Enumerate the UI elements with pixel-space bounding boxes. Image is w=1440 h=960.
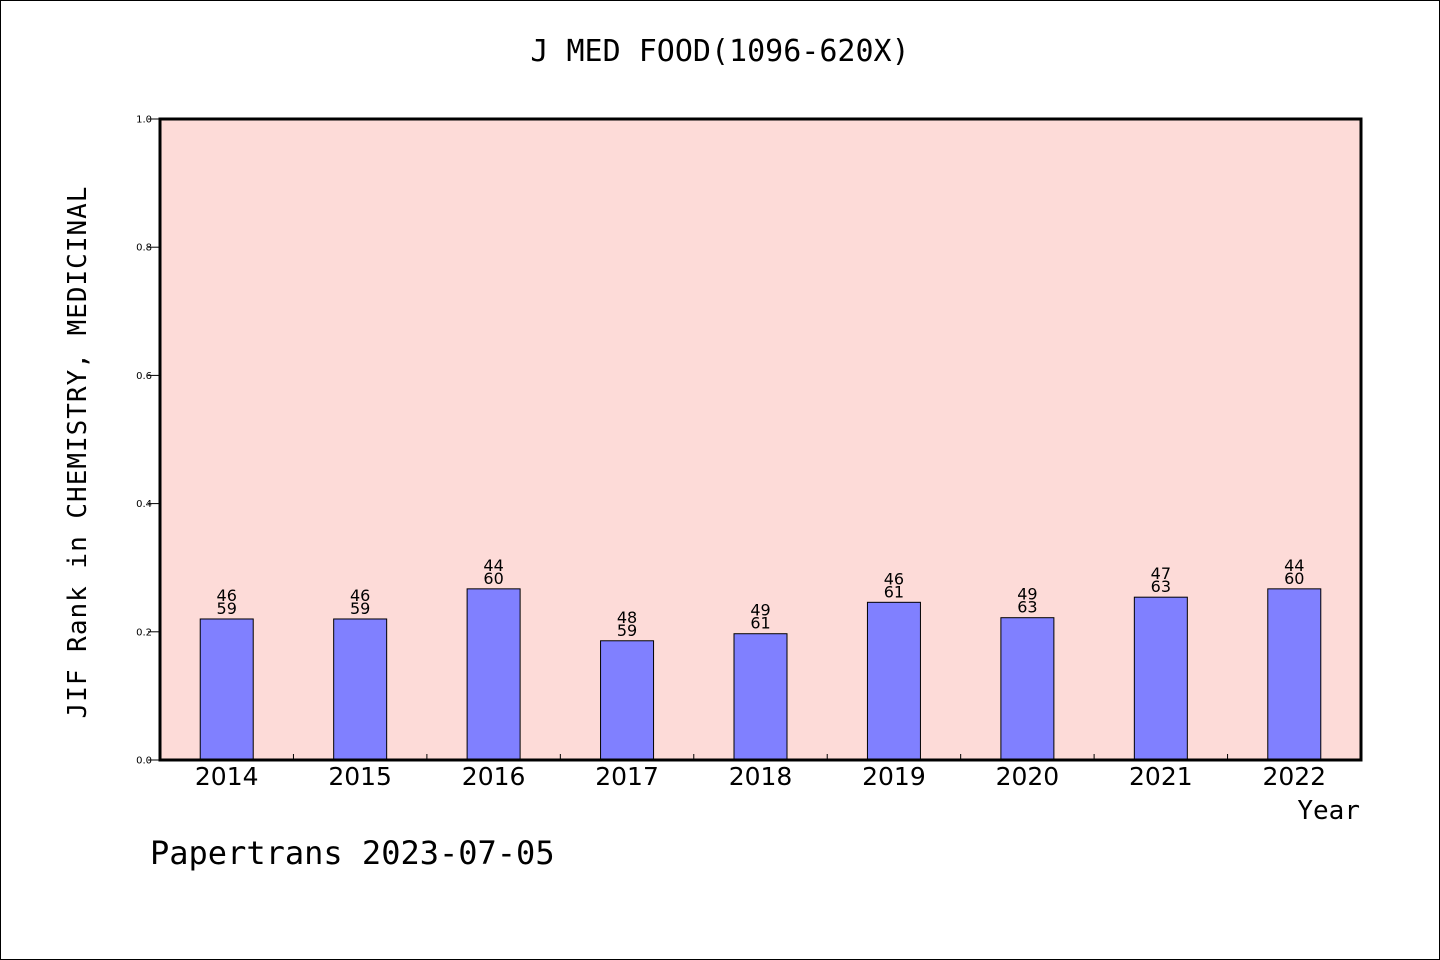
bar xyxy=(1267,588,1322,761)
bar-rank-label: 47 xyxy=(1151,564,1171,583)
y-axis: 0.0 0.2 0.4 0.6 0.8 1.0 xyxy=(136,115,160,767)
x-tick-label: 2020 xyxy=(996,762,1060,791)
x-tick-label: 2021 xyxy=(1129,762,1193,791)
bar-rank-label: 49 xyxy=(1017,585,1037,604)
bar-total-label: 63 xyxy=(1017,598,1037,617)
bar-rank-label: 49 xyxy=(750,601,770,620)
bar xyxy=(1133,596,1188,761)
bar-rank-label: 48 xyxy=(617,608,637,627)
plot-border xyxy=(158,117,1363,762)
bar-rank-label: 46 xyxy=(217,586,237,605)
bar-rank-label: 44 xyxy=(1284,556,1304,575)
bar-rank-label: 44 xyxy=(483,556,503,575)
bar xyxy=(1000,617,1055,761)
y-tick-label: 1.0 xyxy=(136,115,152,126)
bar-total-label: 61 xyxy=(750,614,770,633)
bar-rank-label: 46 xyxy=(884,569,904,588)
bar xyxy=(466,588,521,761)
x-tick-label: 2016 xyxy=(462,762,526,791)
bar xyxy=(333,618,388,761)
bar-total-label: 59 xyxy=(350,599,370,618)
chart-title: J MED FOOD(1096-620X) xyxy=(530,34,910,69)
watermark-text: Papertrans 2023-07-05 xyxy=(150,834,555,872)
x-axis: 2014 2015 2016 2017 2018 2019 2020 2021 2022 xyxy=(195,754,1326,791)
x-tick-label: 2022 xyxy=(1262,762,1326,791)
y-tick-label: 0.2 xyxy=(136,627,152,638)
y-tick-label: 0.0 xyxy=(136,756,152,767)
bar-total-label: 61 xyxy=(884,582,904,601)
bar-total-label: 59 xyxy=(217,599,237,618)
bar-total-label: 60 xyxy=(483,569,503,588)
y-tick-label: 0.6 xyxy=(136,371,152,382)
bar-total-label: 59 xyxy=(617,621,637,640)
bar-total-label: 63 xyxy=(1151,577,1171,596)
x-tick-label: 2015 xyxy=(328,762,392,791)
x-tick-label: 2014 xyxy=(195,762,259,791)
bar-total-label: 60 xyxy=(1284,569,1304,588)
bar xyxy=(199,618,254,761)
y-tick-label: 0.4 xyxy=(136,499,152,510)
x-tick-label: 2018 xyxy=(729,762,793,791)
bar xyxy=(733,633,788,761)
y-tick-label: 0.8 xyxy=(136,243,152,254)
x-tick-label: 2019 xyxy=(862,762,926,791)
x-axis-label: Year xyxy=(1297,796,1360,826)
x-tick-label: 2017 xyxy=(595,762,659,791)
bar xyxy=(866,601,921,761)
bar-rank-label: 46 xyxy=(350,586,370,605)
bar xyxy=(600,640,655,761)
